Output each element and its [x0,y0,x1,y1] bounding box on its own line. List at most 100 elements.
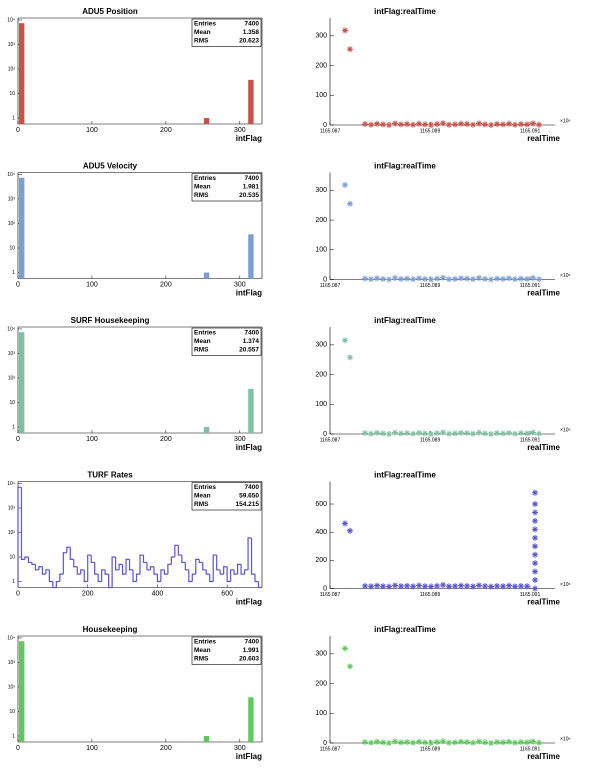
hist-step [146,562,151,571]
x-tick-label: 200 [160,281,172,288]
point [392,429,398,436]
x-axis-label: intFlag [236,134,262,143]
hist-step [149,566,154,570]
hist-step [243,569,249,575]
point [446,583,452,590]
point [464,275,470,282]
x-tick-label: 300 [234,281,246,288]
point [512,430,518,437]
point [524,583,530,590]
stats-name: Entries [194,330,216,337]
point [532,489,538,496]
hist-step [118,563,123,570]
hist-step [80,569,85,575]
hist-step [139,554,144,575]
x-tick-label: 100 [86,745,98,752]
x-tick-label: 100 [86,436,98,443]
hist-step [55,580,60,588]
x-axis-label: intFlag [236,443,262,452]
chart-title: SURF Housekeeping [71,316,150,325]
x-tick-label: 200 [82,590,94,597]
stats-value: 7400 [245,175,260,182]
stats-name: RMS [194,347,209,354]
point [342,337,348,344]
point [362,739,368,746]
hist-step [20,487,25,560]
x-axis-label: realTime [527,289,560,298]
point [452,739,458,746]
hist-step [170,556,175,565]
point [506,275,512,282]
hist-bar [248,79,254,124]
hist-step [195,558,200,575]
y-tick-label: 10⁴ [7,326,15,332]
point [342,645,348,652]
point [464,430,470,437]
x-tick-label: 1165.087 [320,437,341,443]
point [347,663,353,670]
point [422,275,428,282]
point [416,120,422,127]
hist-step [59,573,64,582]
y-tick-label: 200 [315,557,327,564]
hist-step [156,574,161,583]
point [410,430,416,437]
x-axis-label: realTime [527,752,560,761]
point [404,275,410,282]
point [392,738,398,745]
y-tick-label: 10² [8,375,16,381]
y-tick-label: 10⁴ [7,481,15,487]
point [532,568,538,575]
point [464,739,470,746]
point [518,275,524,282]
x-tick-label: 0 [16,745,20,752]
point [416,275,422,282]
y-tick-label: 10³ [8,660,16,666]
point [470,583,476,590]
stats-box [191,173,262,202]
stats-value: 59.650 [239,493,259,500]
point [374,120,380,127]
y-tick-label: 10 [9,91,15,97]
x-tick-label: 1165.091 [520,128,541,134]
point [368,739,374,746]
hist-step [202,562,207,571]
point [530,738,536,745]
point [494,430,500,437]
hist-step [62,552,67,575]
point [536,739,542,746]
hist-step [45,569,50,575]
point [464,582,470,589]
hist-step [177,545,182,556]
point [404,121,410,128]
x-tick-label: 600 [221,590,233,597]
x-tick-label: 0 [16,127,20,134]
x-tick-label: 300 [234,127,246,134]
point [342,520,348,527]
hist-step [198,559,203,564]
hist-step [128,559,134,571]
hist-bar [19,177,25,279]
y-tick-label: 0 [323,122,327,129]
point [428,276,434,283]
point [404,582,410,589]
point [368,121,374,128]
x-exponent: ×10⁶ [560,118,571,124]
y-tick-label: 100 [315,92,327,99]
point [452,275,458,282]
point [404,430,410,437]
point [458,275,464,282]
point [416,582,422,589]
x-tick-label: 200 [160,436,172,443]
hist-bar [248,388,254,433]
x-tick-label: 400 [152,590,164,597]
y-tick-label: 10⁴ [7,635,15,641]
x-axis-label: intFlag [236,598,262,607]
stats-value: 1.981 [243,184,260,191]
point [532,526,538,533]
y-tick-label: 300 [315,187,327,194]
point [524,121,530,128]
stats-value: 7400 [245,21,260,28]
chart-title: intFlag:realTime [374,7,436,16]
